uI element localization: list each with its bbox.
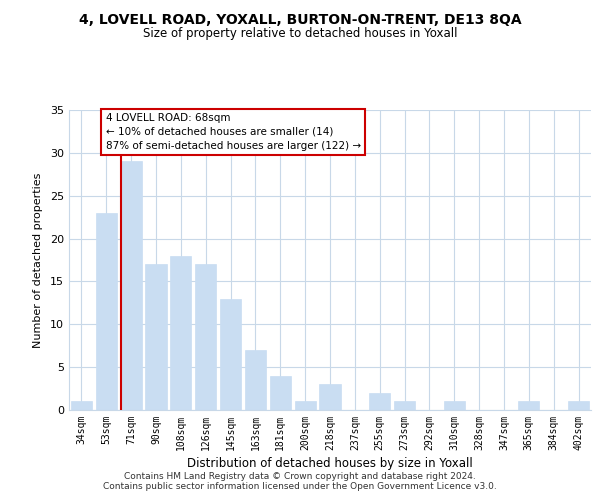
Bar [369,393,390,410]
Text: Contains HM Land Registry data © Crown copyright and database right 2024.: Contains HM Land Registry data © Crown c… [124,472,476,481]
Bar [319,384,341,410]
Bar [170,256,191,410]
Bar [394,402,415,410]
Bar [220,298,241,410]
Text: 4, LOVELL ROAD, YOXALL, BURTON-ON-TRENT, DE13 8QA: 4, LOVELL ROAD, YOXALL, BURTON-ON-TRENT,… [79,12,521,26]
Bar [444,402,465,410]
Bar [295,402,316,410]
Bar [518,402,539,410]
Bar [96,213,117,410]
Text: Contains public sector information licensed under the Open Government Licence v3: Contains public sector information licen… [103,482,497,491]
Bar [270,376,291,410]
Bar [145,264,167,410]
Y-axis label: Number of detached properties: Number of detached properties [33,172,43,348]
Bar [71,402,92,410]
Bar [195,264,216,410]
Bar [121,162,142,410]
Bar [568,402,589,410]
Bar [245,350,266,410]
X-axis label: Distribution of detached houses by size in Yoxall: Distribution of detached houses by size … [187,457,473,470]
Text: Size of property relative to detached houses in Yoxall: Size of property relative to detached ho… [143,28,457,40]
Text: 4 LOVELL ROAD: 68sqm
← 10% of detached houses are smaller (14)
87% of semi-detac: 4 LOVELL ROAD: 68sqm ← 10% of detached h… [106,113,361,151]
